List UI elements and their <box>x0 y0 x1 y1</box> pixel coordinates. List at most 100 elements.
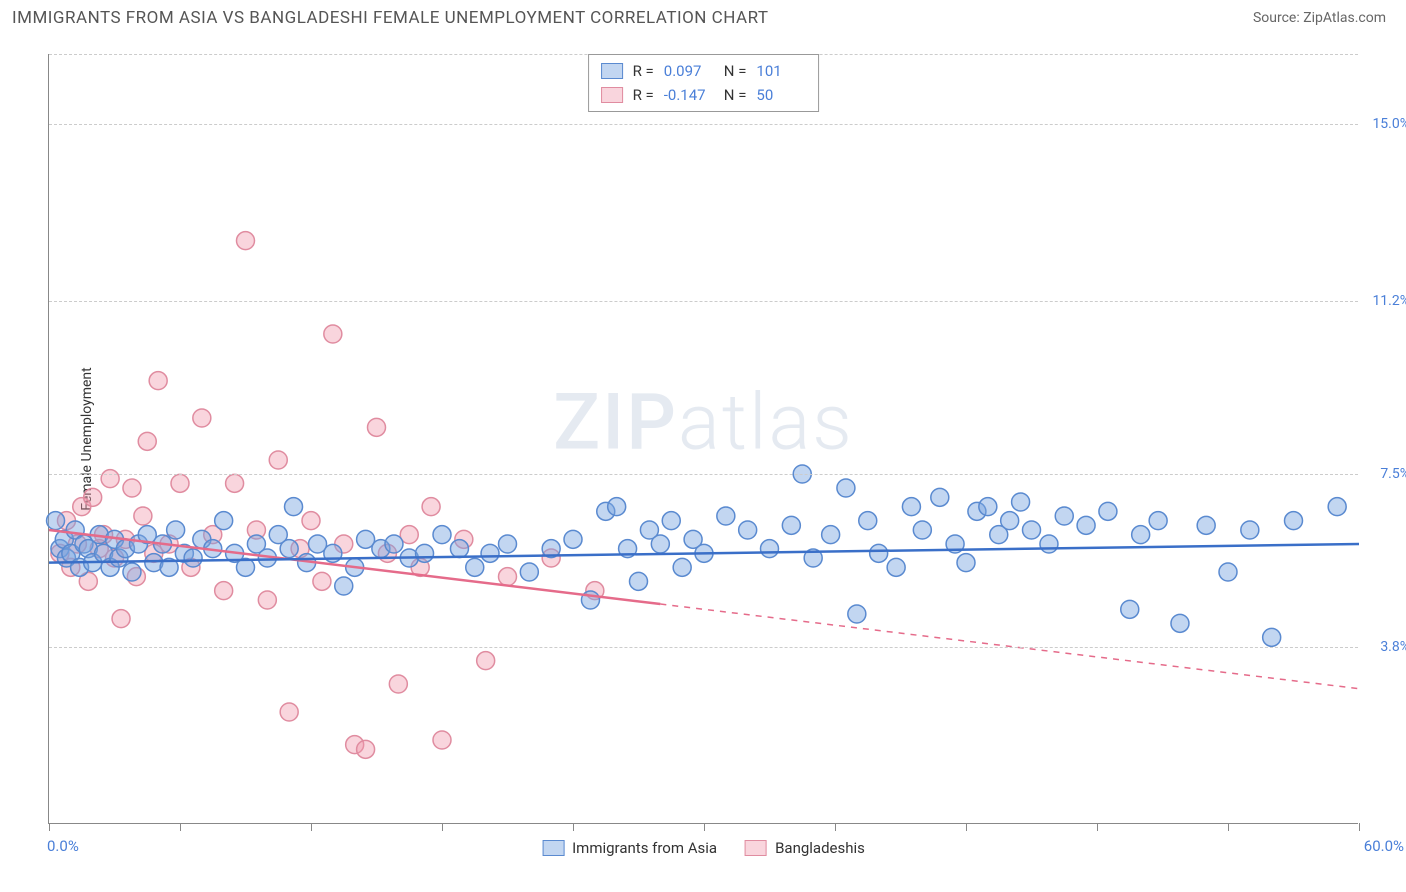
data-point <box>112 610 130 628</box>
data-point <box>499 568 517 586</box>
data-point <box>1055 507 1073 525</box>
data-point <box>837 479 855 497</box>
data-point <box>913 521 931 539</box>
data-point <box>859 512 877 530</box>
x-tick <box>704 823 705 831</box>
data-point <box>761 540 779 558</box>
gridline <box>49 124 1358 125</box>
data-point <box>1001 512 1019 530</box>
data-point <box>422 498 440 516</box>
x-tick <box>1228 823 1229 831</box>
data-point <box>1285 512 1303 530</box>
data-point <box>739 521 757 539</box>
legend-label-pink: Bangladeshis <box>775 839 865 857</box>
data-point <box>822 526 840 544</box>
x-tick <box>180 823 181 831</box>
data-point <box>957 554 975 572</box>
data-point <box>167 521 185 539</box>
data-point <box>450 540 468 558</box>
data-point <box>215 512 233 530</box>
data-point <box>149 372 167 390</box>
data-point <box>564 530 582 548</box>
data-point <box>123 563 141 581</box>
x-axis-min-label: 0.0% <box>47 837 79 855</box>
data-point <box>134 507 152 525</box>
x-tick <box>49 823 50 831</box>
data-point <box>47 512 65 530</box>
data-point <box>1121 600 1139 618</box>
data-point <box>226 474 244 492</box>
data-point <box>433 731 451 749</box>
data-point <box>138 432 156 450</box>
data-point <box>520 563 538 581</box>
data-point <box>1219 563 1237 581</box>
data-point <box>651 535 669 553</box>
data-point <box>368 418 386 436</box>
data-point <box>1012 493 1030 511</box>
data-point <box>280 703 298 721</box>
data-point <box>662 512 680 530</box>
x-tick <box>1359 823 1360 831</box>
x-tick <box>311 823 312 831</box>
data-point <box>302 512 320 530</box>
data-point <box>1040 535 1058 553</box>
source-label: Source: ZipAtlas.com <box>1253 10 1386 26</box>
data-point <box>782 516 800 534</box>
data-point <box>499 535 517 553</box>
x-tick <box>835 823 836 831</box>
data-point <box>1099 502 1117 520</box>
data-point <box>84 488 102 506</box>
scatter-plot <box>49 54 1358 823</box>
data-point <box>416 544 434 562</box>
data-point <box>237 232 255 250</box>
data-point <box>269 451 287 469</box>
data-point <box>979 498 997 516</box>
data-point <box>357 740 375 758</box>
data-point <box>1328 498 1346 516</box>
swatch-pink <box>601 87 623 103</box>
data-point <box>123 479 141 497</box>
data-point <box>1241 521 1259 539</box>
x-axis-max-label: 60.0% <box>1364 837 1404 855</box>
data-point <box>1132 526 1150 544</box>
data-point <box>902 498 920 516</box>
swatch-pink-icon <box>745 840 767 856</box>
data-point <box>389 675 407 693</box>
data-point <box>313 572 331 590</box>
data-point <box>433 526 451 544</box>
y-tick-label: 11.2% <box>1372 293 1406 309</box>
data-point <box>673 558 691 576</box>
data-point <box>481 544 499 562</box>
data-point <box>258 591 276 609</box>
data-point <box>285 498 303 516</box>
data-point <box>848 605 866 623</box>
data-point <box>1263 628 1281 646</box>
legend-row-pink: R = -0.147 N = 50 <box>601 83 807 107</box>
legend-item-blue: Immigrants from Asia <box>542 839 717 857</box>
data-point <box>717 507 735 525</box>
x-tick <box>966 823 967 831</box>
y-tick-label: 3.8% <box>1380 639 1406 655</box>
gridline <box>49 647 1358 648</box>
data-point <box>466 558 484 576</box>
legend-row-blue: R = 0.097 N = 101 <box>601 59 807 83</box>
y-tick-label: 15.0% <box>1372 116 1406 132</box>
x-tick <box>573 823 574 831</box>
chart-title: IMMIGRANTS FROM ASIA VS BANGLADESHI FEMA… <box>12 8 769 28</box>
y-tick-label: 7.5% <box>1380 466 1406 482</box>
correlation-legend: R = 0.097 N = 101 R = -0.147 N = 50 <box>588 54 820 112</box>
data-point <box>193 409 211 427</box>
data-point <box>1197 516 1215 534</box>
data-point <box>630 572 648 590</box>
legend-item-pink: Bangladeshis <box>745 839 865 857</box>
gridline <box>49 301 1358 302</box>
data-point <box>608 498 626 516</box>
data-point <box>101 470 119 488</box>
data-point <box>215 582 233 600</box>
x-tick <box>442 823 443 831</box>
swatch-blue <box>601 63 623 79</box>
data-point <box>171 474 189 492</box>
data-point <box>1171 614 1189 632</box>
data-point <box>1077 516 1095 534</box>
legend-label-blue: Immigrants from Asia <box>572 839 717 857</box>
